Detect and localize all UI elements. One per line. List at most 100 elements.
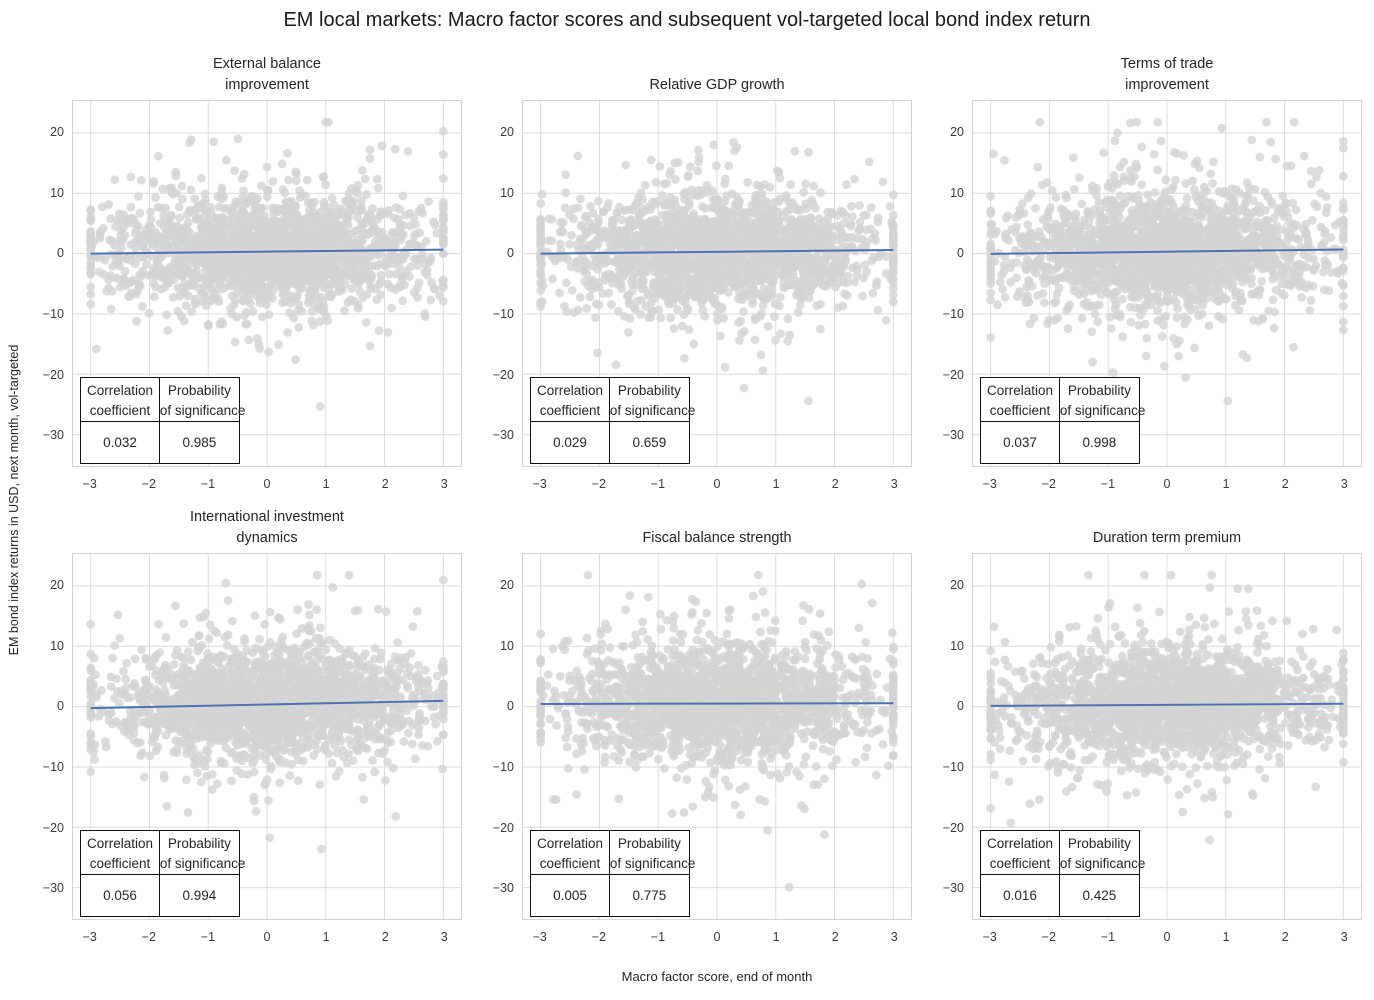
stats-header-correlation: Correlation coefficient: [530, 377, 610, 422]
scatter-plot: [72, 100, 462, 467]
y-axis-label: EM bond index returns in USD, next month…: [7, 344, 21, 656]
trend-line: [990, 702, 1344, 707]
y-tick-label: −30: [492, 428, 514, 443]
trend-line: [540, 702, 894, 705]
x-tick-label: 0: [713, 930, 721, 944]
y-tick-label: −10: [42, 307, 64, 322]
x-tick-label: 1: [1222, 477, 1230, 491]
subplot-title: Fiscal balance strength: [642, 529, 792, 546]
subplot-title: External balance improvement: [212, 56, 321, 93]
subplot-international-investment-dynamics: International investment dynamics Correl…: [43, 509, 462, 944]
probability-value: 0.775: [608, 873, 690, 917]
x-tick-label: −1: [650, 930, 666, 944]
x-tick-label: −2: [141, 930, 156, 944]
x-tick-label: 2: [381, 477, 389, 491]
correlation-value: 0.016: [980, 873, 1060, 917]
y-tick-label: 20: [500, 578, 514, 593]
x-tick-label: 0: [1163, 477, 1171, 491]
stats-table: Correlation coefficient Probability of s…: [980, 830, 1145, 917]
y-tick-label: 10: [500, 638, 514, 653]
x-axis-label: Macro factor score, end of month: [621, 969, 813, 984]
y-tick-label: 0: [507, 699, 514, 714]
x-tick-label: −1: [650, 477, 666, 491]
subplot-external-balance-improvement: External balance improvement Correlation…: [43, 56, 462, 491]
y-tick-label: −20: [942, 820, 964, 835]
x-tick-label: −2: [591, 930, 606, 944]
correlation-value: 0.005: [530, 873, 610, 917]
y-tick-label: −20: [492, 367, 514, 382]
y-tick-label: −10: [942, 760, 964, 775]
trend-line: [540, 249, 894, 255]
x-tick-label: −1: [200, 930, 216, 944]
x-tick-label: −2: [1041, 930, 1056, 944]
y-tick-label: −20: [42, 367, 64, 382]
x-tick-label: 3: [890, 930, 898, 944]
y-tick-label: −10: [492, 307, 514, 322]
y-tick-label: 20: [950, 578, 964, 593]
x-tick-label: 2: [831, 930, 839, 944]
x-tick-label: −3: [532, 930, 547, 944]
x-tick-label: −3: [982, 930, 997, 944]
y-tick-label: 10: [500, 185, 514, 200]
scatter-plot: [522, 100, 912, 467]
scatter-points-layer: [986, 570, 1348, 845]
y-tick-label: −30: [942, 881, 964, 896]
x-tick-label: −2: [141, 477, 156, 491]
probability-value: 0.985: [158, 420, 240, 464]
stats-header-probability: Probability of significance: [158, 377, 245, 422]
x-tick-label: 3: [890, 477, 898, 491]
x-tick-label: 3: [1340, 930, 1348, 944]
subplot-title: Relative GDP growth: [649, 76, 785, 93]
stats-table: Correlation coefficient Probability of s…: [980, 377, 1145, 464]
x-tick-label: 1: [772, 930, 780, 944]
y-tick-label: 10: [50, 185, 64, 200]
y-tick-label: −30: [942, 428, 964, 443]
x-tick-label: −3: [532, 477, 547, 491]
y-tick-label: −10: [42, 760, 64, 775]
y-tick-label: 0: [957, 699, 964, 714]
subplot-fiscal-balance-strength: Fiscal balance strength Correlation coef…: [493, 530, 912, 944]
stats-table: Correlation coefficient Probability of s…: [80, 377, 245, 464]
trend-line: [90, 699, 444, 710]
y-tick-label: 20: [50, 578, 64, 593]
y-tick-label: −30: [492, 881, 514, 896]
x-tick-label: −3: [82, 930, 97, 944]
x-tick-label: 0: [263, 930, 271, 944]
y-tick-label: 10: [950, 638, 964, 653]
y-tick-label: 20: [500, 125, 514, 140]
x-tick-label: 3: [1340, 477, 1348, 491]
x-tick-label: −2: [591, 477, 606, 491]
scatter-points-layer: [536, 138, 898, 433]
x-tick-label: 0: [263, 477, 271, 491]
x-tick-label: −1: [200, 477, 216, 491]
stats-header-correlation: Correlation coefficient: [80, 377, 160, 422]
stats-header-probability: Probability of significance: [608, 830, 695, 875]
x-tick-label: 2: [381, 930, 389, 944]
x-tick-label: −1: [1100, 477, 1116, 491]
correlation-value: 0.029: [530, 420, 610, 464]
y-tick-label: −30: [42, 881, 64, 896]
x-tick-label: 3: [440, 930, 448, 944]
stats-header-probability: Probability of significance: [1058, 830, 1145, 875]
scatter-plot: [72, 553, 462, 920]
y-tick-label: −10: [492, 760, 514, 775]
y-tick-label: 0: [57, 246, 64, 261]
x-tick-label: −2: [1041, 477, 1056, 491]
y-tick-label: 0: [57, 699, 64, 714]
stats-header-correlation: Correlation coefficient: [530, 830, 610, 875]
y-tick-label: −20: [942, 367, 964, 382]
subplot-title: International investment dynamics: [190, 509, 344, 546]
y-tick-label: −20: [42, 820, 64, 835]
x-tick-label: −3: [82, 477, 97, 491]
y-tick-label: 0: [507, 246, 514, 261]
subplot-relative-gdp-growth: Relative GDP growth Correlation coeffici…: [493, 77, 912, 491]
subplot-title: Duration term premium: [1092, 529, 1242, 546]
scatter-plot: [972, 553, 1362, 920]
y-tick-label: 20: [950, 125, 964, 140]
x-tick-label: 1: [322, 477, 330, 491]
stats-header-correlation: Correlation coefficient: [980, 377, 1060, 422]
x-tick-label: −3: [982, 477, 997, 491]
probability-value: 0.425: [1058, 873, 1140, 917]
stats-header-probability: Probability of significance: [608, 377, 695, 422]
